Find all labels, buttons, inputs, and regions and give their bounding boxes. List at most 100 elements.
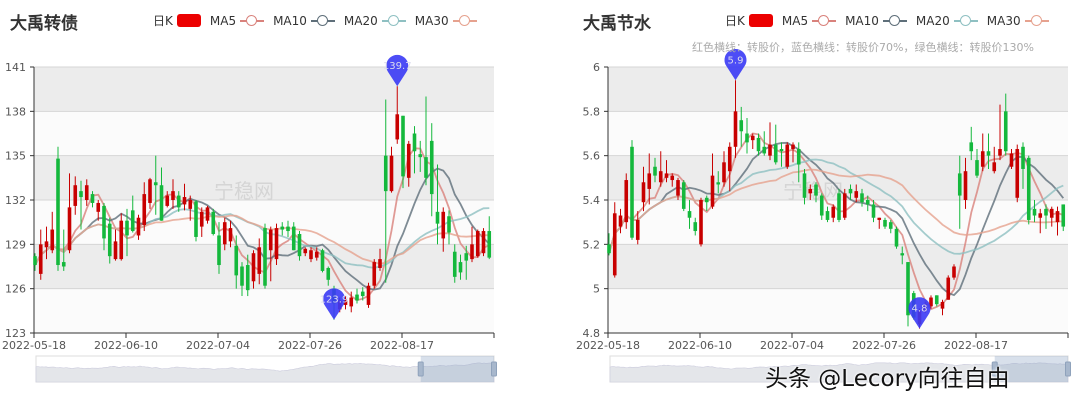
candle-body (929, 297, 933, 307)
candle-body (814, 184, 818, 196)
line-circle-icon (381, 14, 406, 27)
legend-item-ma30[interactable]: MA30 (987, 14, 1049, 28)
candle-body (211, 211, 216, 234)
data-zoom-slider[interactable] (35, 355, 497, 383)
candle (148, 177, 152, 209)
legend-item-ma10[interactable]: MA10 (273, 14, 335, 28)
candle (837, 188, 841, 223)
candle (969, 126, 974, 161)
candle-body (768, 144, 772, 156)
candle-body (441, 211, 446, 239)
legend-item-ma20[interactable]: MA20 (916, 14, 978, 28)
candle (441, 207, 446, 252)
candle-body (653, 166, 657, 176)
legend-item-ma5[interactable]: MA5 (782, 14, 837, 28)
candle-body (297, 233, 302, 257)
candle (67, 173, 72, 254)
candle-body (865, 200, 870, 205)
legend-label: MA10 (273, 13, 307, 28)
candle-body (395, 114, 400, 140)
legend-item-ma30[interactable]: MA30 (415, 14, 477, 28)
candle-body (418, 154, 423, 158)
data-zoom-slider[interactable] (609, 355, 1071, 383)
source-watermark: 头条 @Lecory向往自由 (765, 366, 1010, 392)
pin-icon (386, 54, 409, 87)
candle (309, 247, 313, 263)
candle-body (722, 162, 726, 183)
candle-body (877, 217, 882, 220)
candle-body (326, 267, 331, 280)
candle (745, 117, 749, 154)
y-tick-label: 5.8 (583, 105, 601, 118)
candle-body (704, 197, 709, 203)
line-circle-icon (953, 14, 978, 27)
candle (320, 248, 325, 273)
candle (934, 295, 939, 307)
candle-body (251, 253, 256, 282)
candle-body (635, 219, 640, 240)
candle (395, 86, 400, 144)
candle-body (998, 149, 1002, 156)
min-marker: 4.8 (908, 297, 931, 329)
candle (360, 287, 365, 301)
candle-body (136, 217, 141, 236)
candle-body (676, 180, 680, 196)
candle-body (412, 133, 417, 152)
y-tick-label: 5.2 (583, 238, 601, 251)
candle (1055, 206, 1060, 236)
candle (1049, 206, 1054, 227)
candle-body (130, 210, 135, 232)
candle-body (38, 244, 43, 274)
candle (211, 208, 216, 236)
candle (773, 124, 778, 165)
slider-handle[interactable] (417, 361, 424, 377)
legend-item-ma5[interactable]: MA5 (210, 14, 265, 28)
chart-0: 123 126 129 132 135 138 141 宁稳网 2022-05-18 2022-0… (2, 54, 497, 383)
min-marker: 123.9 (320, 288, 348, 320)
slider-handle[interactable] (991, 361, 998, 377)
legend-item-ma10[interactable]: MA10 (845, 14, 907, 28)
candle (56, 146, 60, 271)
candle-body (96, 202, 101, 212)
legend-label: 日K (153, 14, 173, 28)
candle (217, 222, 221, 274)
candle (452, 244, 457, 283)
line-circle-icon (812, 14, 837, 27)
candle (831, 204, 836, 223)
legend-label: 日K (725, 14, 745, 28)
candle-body (452, 251, 457, 277)
legend-bond: 日K MA5 MA10 MA20 MA30 (153, 12, 486, 29)
candle-body (1049, 208, 1054, 218)
candle-body (360, 291, 365, 297)
candle (251, 250, 256, 289)
candle (871, 200, 876, 223)
slider-handle[interactable] (1065, 361, 1071, 377)
candle (90, 191, 95, 208)
legend-label: MA10 (845, 13, 879, 28)
candle (470, 226, 474, 263)
candle (447, 210, 451, 245)
candle (159, 167, 164, 221)
candle (73, 176, 78, 215)
candle-body (664, 173, 669, 178)
slider-window[interactable] (994, 356, 1068, 382)
legend-item-kline[interactable]: 日K (725, 12, 773, 29)
candle-body (1044, 208, 1048, 216)
legend-item-ma20[interactable]: MA20 (344, 14, 406, 28)
candle (303, 247, 308, 257)
candle (877, 217, 882, 229)
candle-body (475, 231, 480, 257)
candle (84, 179, 89, 206)
legend-item-kline[interactable]: 日K (153, 12, 201, 29)
slider-handle[interactable] (491, 361, 497, 377)
y-tick-label: 4.8 (583, 327, 601, 340)
slider-window[interactable] (420, 356, 494, 382)
candle-body (630, 146, 634, 238)
y-tick-label: 5.4 (583, 194, 601, 207)
candle-body (699, 200, 703, 245)
candle (33, 253, 37, 271)
candle-body (681, 182, 686, 209)
y-tick-label: 141 (5, 61, 26, 74)
candle-body (176, 195, 181, 208)
candle-body (125, 220, 129, 236)
